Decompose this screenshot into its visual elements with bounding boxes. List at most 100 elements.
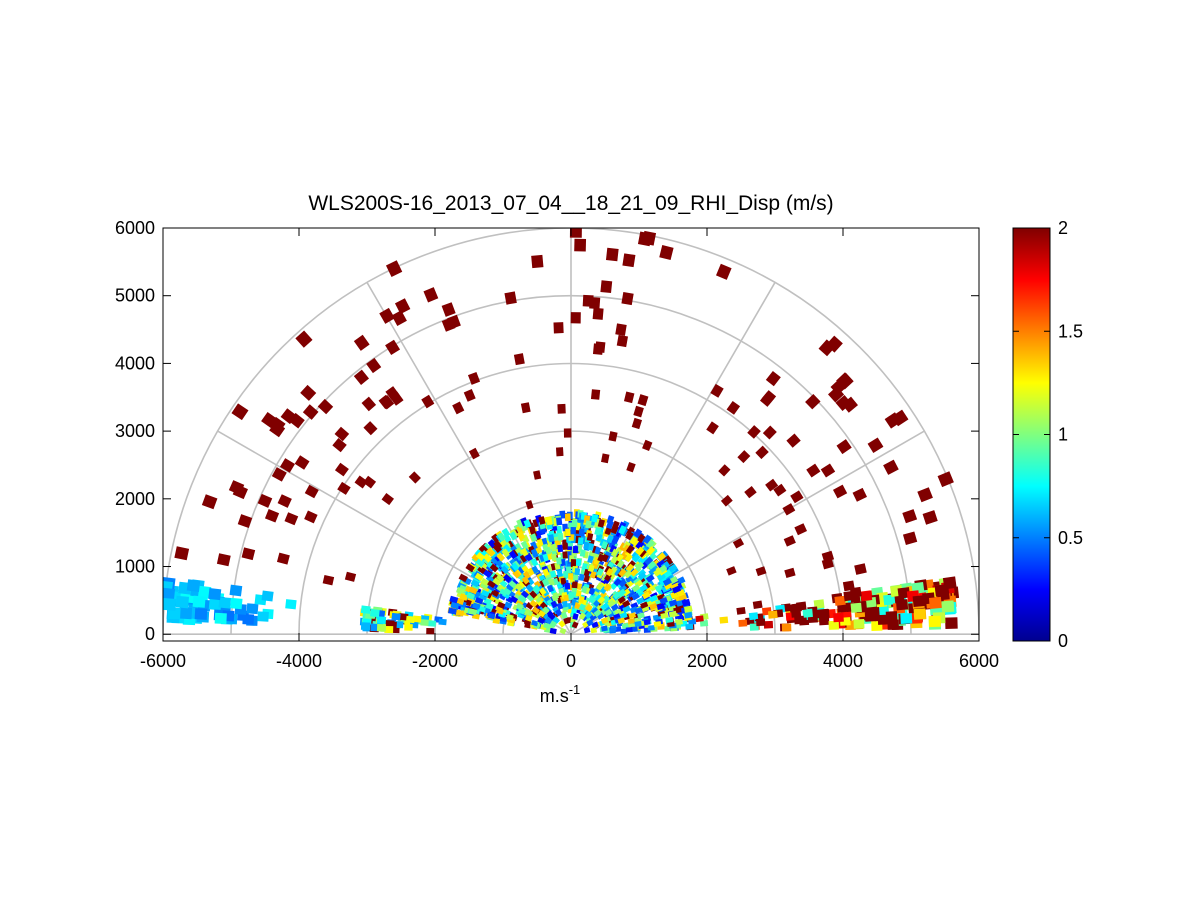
data-point xyxy=(564,582,571,590)
x-axis-label-superscript: -1 xyxy=(569,682,581,697)
data-point xyxy=(583,627,591,634)
data-point xyxy=(802,608,813,618)
data-point xyxy=(526,567,535,576)
data-point xyxy=(606,520,614,530)
data-point xyxy=(548,534,555,543)
data-point xyxy=(569,228,582,238)
data-point xyxy=(634,620,642,627)
data-point xyxy=(520,590,530,599)
data-point xyxy=(475,558,485,568)
data-point xyxy=(595,582,604,591)
data-point xyxy=(744,486,757,499)
data-point xyxy=(656,552,667,562)
x-tick-label: -6000 xyxy=(140,651,186,671)
data-point xyxy=(762,425,777,440)
data-point xyxy=(647,560,657,570)
data-point xyxy=(163,598,177,611)
data-point xyxy=(781,623,792,632)
data-point xyxy=(860,590,873,602)
data-point xyxy=(587,595,596,604)
data-point xyxy=(517,530,526,541)
data-point xyxy=(647,625,655,631)
data-point xyxy=(752,600,763,609)
data-point xyxy=(504,291,517,305)
data-points xyxy=(163,228,960,635)
data-point xyxy=(656,559,666,569)
data-point xyxy=(571,520,578,528)
data-point xyxy=(557,403,566,414)
data-point xyxy=(264,509,280,523)
data-point xyxy=(684,611,693,619)
data-point xyxy=(621,622,629,629)
data-point xyxy=(504,601,513,609)
x-tick-label: 0 xyxy=(566,651,576,671)
data-point xyxy=(304,484,319,499)
data-point xyxy=(557,544,564,553)
data-point xyxy=(615,553,624,563)
data-point xyxy=(450,601,460,609)
data-point xyxy=(531,606,540,615)
data-point xyxy=(765,371,781,387)
data-point xyxy=(389,391,404,406)
data-point xyxy=(588,587,596,596)
data-point xyxy=(198,585,212,599)
data-point xyxy=(570,559,576,566)
data-point xyxy=(479,581,489,590)
data-point xyxy=(654,584,664,592)
data-point xyxy=(586,533,594,542)
data-point xyxy=(613,577,622,587)
data-point xyxy=(640,601,649,609)
data-point xyxy=(614,626,622,633)
data-point xyxy=(617,596,626,604)
data-point xyxy=(668,599,678,607)
colorbar-tick-label: 1 xyxy=(1058,425,1068,445)
data-point xyxy=(832,484,848,499)
data-point xyxy=(737,450,751,464)
x-tick-label: 2000 xyxy=(687,651,727,671)
data-point xyxy=(617,617,625,624)
data-point xyxy=(503,573,512,583)
x-tick-label: 4000 xyxy=(823,651,863,671)
data-point xyxy=(668,563,678,573)
data-point xyxy=(497,601,506,609)
data-point xyxy=(765,478,779,492)
data-point xyxy=(485,602,494,610)
data-point xyxy=(596,612,605,620)
data-point xyxy=(541,578,550,587)
x-tick-label: 6000 xyxy=(959,651,999,671)
data-point xyxy=(563,617,570,625)
data-point xyxy=(726,566,737,576)
data-point xyxy=(474,572,484,582)
data-point xyxy=(174,546,190,561)
data-point xyxy=(653,621,662,627)
data-point xyxy=(630,626,638,632)
data-point xyxy=(883,459,899,475)
data-point xyxy=(523,519,532,529)
data-point xyxy=(468,608,478,616)
data-point xyxy=(241,547,256,561)
data-point xyxy=(426,627,435,635)
data-point xyxy=(560,611,568,620)
data-point xyxy=(592,307,604,320)
data-point xyxy=(618,579,627,588)
data-point xyxy=(423,287,439,303)
data-point xyxy=(532,584,541,593)
data-point xyxy=(508,550,518,560)
data-point xyxy=(594,546,602,555)
data-point xyxy=(618,584,628,593)
data-point xyxy=(562,542,568,550)
data-point xyxy=(559,627,567,635)
data-point xyxy=(478,592,488,601)
data-point xyxy=(472,602,481,610)
data-point xyxy=(520,402,531,414)
data-point xyxy=(610,548,619,558)
data-point xyxy=(928,596,942,609)
colorbar-ticks: 0 0.5 1 1.5 2 xyxy=(1013,218,1083,651)
data-point xyxy=(581,562,588,571)
data-point xyxy=(585,520,592,529)
data-point xyxy=(767,610,778,619)
y-tick-label: 5000 xyxy=(115,286,155,306)
data-point xyxy=(163,587,176,601)
data-point xyxy=(897,587,911,599)
data-point xyxy=(455,609,465,617)
